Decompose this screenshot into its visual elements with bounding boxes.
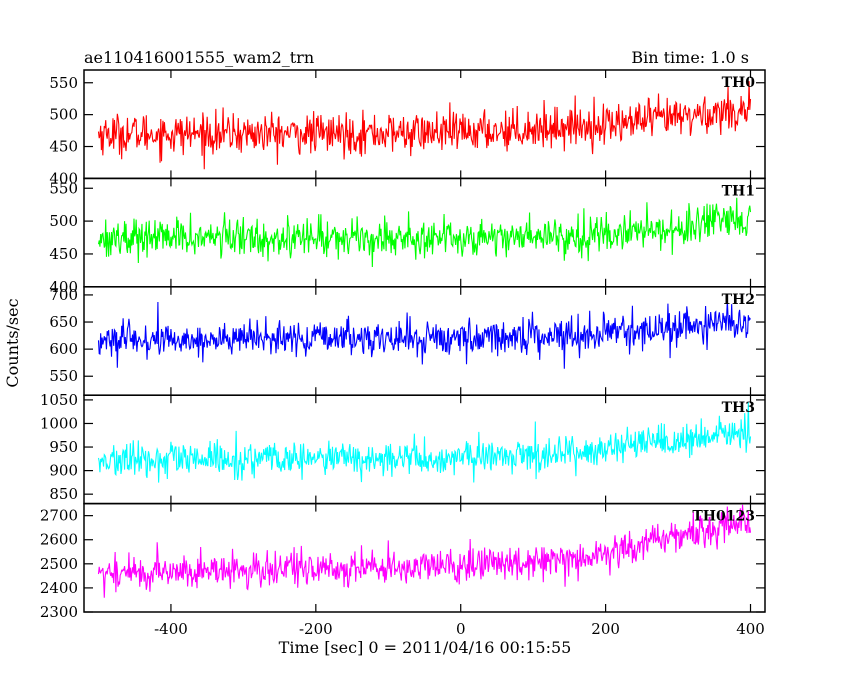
- y-tick-label: 650: [49, 313, 78, 331]
- x-axis: -400 -200 0 200 400: [154, 620, 765, 638]
- y-tick-label: 450: [49, 245, 78, 263]
- panel-label-th3: TH3: [722, 400, 755, 416]
- y-tick-label: 600: [49, 340, 78, 358]
- panel-th3: 850 900 950 1000 1050 TH3: [40, 391, 766, 505]
- x-tick-label: -200: [299, 620, 333, 638]
- y-tick-label: 400: [49, 169, 78, 187]
- y-tick-label: 550: [49, 367, 78, 385]
- x-tick-label: 400: [736, 620, 765, 638]
- x-tick-label: 200: [591, 620, 620, 638]
- y-tick-label: 1050: [40, 391, 78, 409]
- y-tick-label: 700: [49, 286, 78, 304]
- panel-label-th0123: TH0123: [692, 509, 755, 525]
- series-line-th0123: [97, 504, 752, 598]
- series-line-th3: [97, 402, 752, 483]
- y-tick-label: 450: [49, 138, 78, 156]
- panel-th0123: 2300 2400 2500 2600 2700 TH0123: [40, 502, 766, 621]
- panel-label-th1: TH1: [722, 183, 755, 199]
- y-tick-label: 2300: [40, 603, 78, 621]
- x-axis-label: Time [sec] 0 = 2011/04/16 00:15:55: [279, 638, 572, 657]
- panel-label-th0: TH0: [722, 75, 756, 91]
- panel-label-th2: TH2: [722, 292, 755, 308]
- y-tick-label: 850: [49, 485, 78, 503]
- y-tick-label: 400: [49, 278, 78, 296]
- y-tick-label: 2600: [40, 531, 78, 549]
- panel-th1: 400 450 500 550 TH1: [49, 177, 766, 296]
- panel-th2: 550 600 650 700 TH2: [49, 286, 766, 396]
- y-tick-label: 2400: [40, 579, 78, 597]
- panel-frame: [83, 502, 766, 613]
- y-tick-label: 900: [49, 462, 78, 480]
- panels-group: 400 450 500 550 TH0 400 450 500 550 TH1 550 600 650 7…: [40, 69, 766, 621]
- y-tick-label: 550: [49, 74, 78, 92]
- y-axis-label: Counts/sec: [3, 298, 22, 387]
- y-tick-label: 1000: [40, 414, 78, 432]
- y-tick-label: 550: [49, 179, 78, 197]
- series-line-th0: [97, 81, 752, 170]
- chart-title: ae110416001555_wam2_trn: [84, 48, 314, 67]
- x-tick-label: 0: [456, 620, 466, 638]
- x-tick-label: -400: [154, 620, 188, 638]
- series-line-th1: [97, 197, 752, 267]
- chart-subtitle: Bin time: 1.0 s: [631, 48, 749, 67]
- y-tick-label: 500: [49, 212, 78, 230]
- y-tick-label: 500: [49, 106, 78, 124]
- panel-th0: 400 450 500 550 TH0: [49, 69, 766, 187]
- y-tick-label: 2500: [40, 555, 78, 573]
- series-line-th2: [97, 300, 751, 369]
- y-tick-label: 950: [49, 438, 78, 456]
- y-tick-label: 2700: [40, 507, 78, 525]
